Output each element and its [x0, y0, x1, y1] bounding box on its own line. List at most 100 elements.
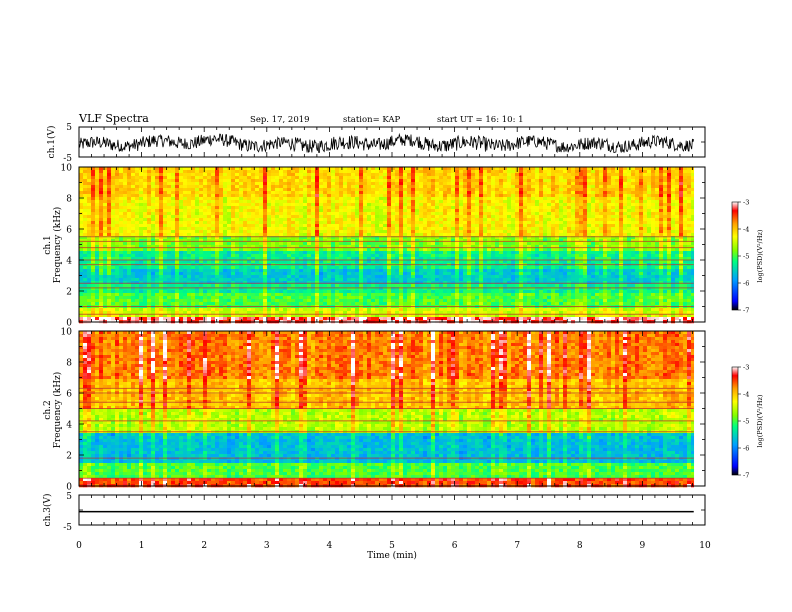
spectrogram-cell	[107, 224, 111, 227]
spectrogram-cell	[191, 188, 195, 191]
spectrogram-cell	[407, 221, 411, 224]
spectrogram-cell	[159, 200, 163, 203]
spectrogram-cell	[631, 218, 635, 221]
spectrogram-cell	[519, 218, 523, 221]
spectrogram-cell	[395, 206, 399, 209]
spectrogram-cell	[643, 197, 647, 200]
spectrogram-cell	[435, 227, 439, 230]
spectrogram-cell	[247, 248, 251, 251]
spectrogram-cell	[623, 176, 627, 179]
spectrogram-cell	[471, 227, 475, 230]
spectrogram-cell	[571, 170, 575, 173]
spectrogram-cell	[467, 188, 471, 191]
spectrogram-cell	[507, 251, 511, 254]
spectrogram-cell	[303, 215, 307, 218]
spectrogram-cell	[291, 188, 295, 191]
spectrogram-cell	[307, 242, 311, 245]
spectrogram-cell	[83, 191, 87, 194]
spectrogram-cell	[491, 176, 495, 179]
spectrogram-cell	[107, 230, 111, 233]
spectrogram-cell	[255, 194, 259, 197]
spectrogram-cell	[311, 209, 315, 212]
spectrogram-cell	[235, 203, 239, 206]
spectrogram-cell	[155, 242, 159, 245]
spectrogram-cell	[391, 176, 395, 179]
spectrogram-cell	[491, 242, 495, 245]
spectrogram-cell	[259, 212, 263, 215]
ch1-ytick-top: 5	[66, 123, 72, 133]
spectrogram-cell	[203, 242, 207, 245]
spectrogram-cell	[563, 230, 567, 233]
spectrogram-cell	[675, 248, 679, 251]
spectrogram-cell	[183, 179, 187, 182]
spectrogram-cell	[191, 254, 195, 257]
spectrogram-cell	[643, 203, 647, 206]
spectrogram-cell	[507, 170, 511, 173]
spectrogram-cell	[583, 218, 587, 221]
spectrogram-cell	[671, 218, 675, 221]
spectrogram-cell	[459, 215, 463, 218]
spectrogram-cell	[419, 224, 423, 227]
spectrogram-cell	[339, 179, 343, 182]
spectrogram-cell	[467, 224, 471, 227]
spectrogram-cell	[607, 218, 611, 221]
spectrogram-cell	[639, 218, 643, 221]
spectrogram-cell	[399, 185, 403, 188]
spectrogram-cell	[271, 230, 275, 233]
spectrogram-cell	[655, 203, 659, 206]
spectrogram-cell	[187, 191, 191, 194]
spectrogram-cell	[91, 215, 95, 218]
spectrogram-cell	[403, 242, 407, 245]
spectrogram-cell	[431, 224, 435, 227]
spectrogram-cell	[495, 224, 499, 227]
spectrogram-cell	[431, 179, 435, 182]
spectrogram-cell	[503, 215, 507, 218]
spectrogram-cell	[663, 194, 667, 197]
spectrogram-cell	[599, 215, 603, 218]
spectrogram-cell	[531, 176, 535, 179]
spectrogram-cell	[415, 209, 419, 212]
spectrogram-cell	[539, 170, 543, 173]
spectrogram-cell	[363, 224, 367, 227]
spectrogram-cell	[227, 194, 231, 197]
spectrogram-cell	[519, 254, 523, 257]
spectrogram-cell	[103, 212, 107, 215]
spectrogram-cell	[567, 206, 571, 209]
spectrogram-cell	[327, 182, 331, 185]
spectrogram-cell	[407, 182, 411, 185]
spectrogram-cell	[203, 170, 207, 173]
spectrogram-cell	[275, 254, 279, 257]
spectrogram-cell	[575, 188, 579, 191]
spectrogram-cell	[111, 230, 115, 233]
spectrogram-cell	[359, 248, 363, 251]
spectrogram-cell	[387, 203, 391, 206]
spectrogram-cell	[323, 170, 327, 173]
spectrogram-cell	[503, 221, 507, 224]
spectrogram-cell	[139, 200, 143, 203]
spectrogram-cell	[147, 221, 151, 224]
spectrogram-cell	[515, 233, 519, 236]
spectrogram-cell	[627, 209, 631, 212]
spectrogram-cell	[403, 179, 407, 182]
spectrogram-cell	[107, 197, 111, 200]
spectrogram-cell	[511, 242, 515, 245]
spectrogram-cell	[495, 242, 499, 245]
spectrogram-cell	[275, 251, 279, 254]
spectrogram-cell	[463, 206, 467, 209]
spectrogram-cell	[555, 188, 559, 191]
spectrogram-cell	[671, 182, 675, 185]
spectrogram-cell	[279, 170, 283, 173]
spectrogram-cell	[175, 185, 179, 188]
spectrogram-cell	[471, 179, 475, 182]
spectrogram-cell	[207, 176, 211, 179]
spectrogram-cell	[351, 215, 355, 218]
spectrogram-cell	[635, 191, 639, 194]
spectrogram-cell	[451, 194, 455, 197]
spectrogram-cell	[159, 176, 163, 179]
spectrogram-cell	[623, 185, 627, 188]
spectrogram-cell	[187, 233, 191, 236]
spectrogram-cell	[531, 251, 535, 254]
spectrogram-cell	[659, 221, 663, 224]
spectrogram-cell	[655, 176, 659, 179]
spectrogram-cell	[419, 179, 423, 182]
